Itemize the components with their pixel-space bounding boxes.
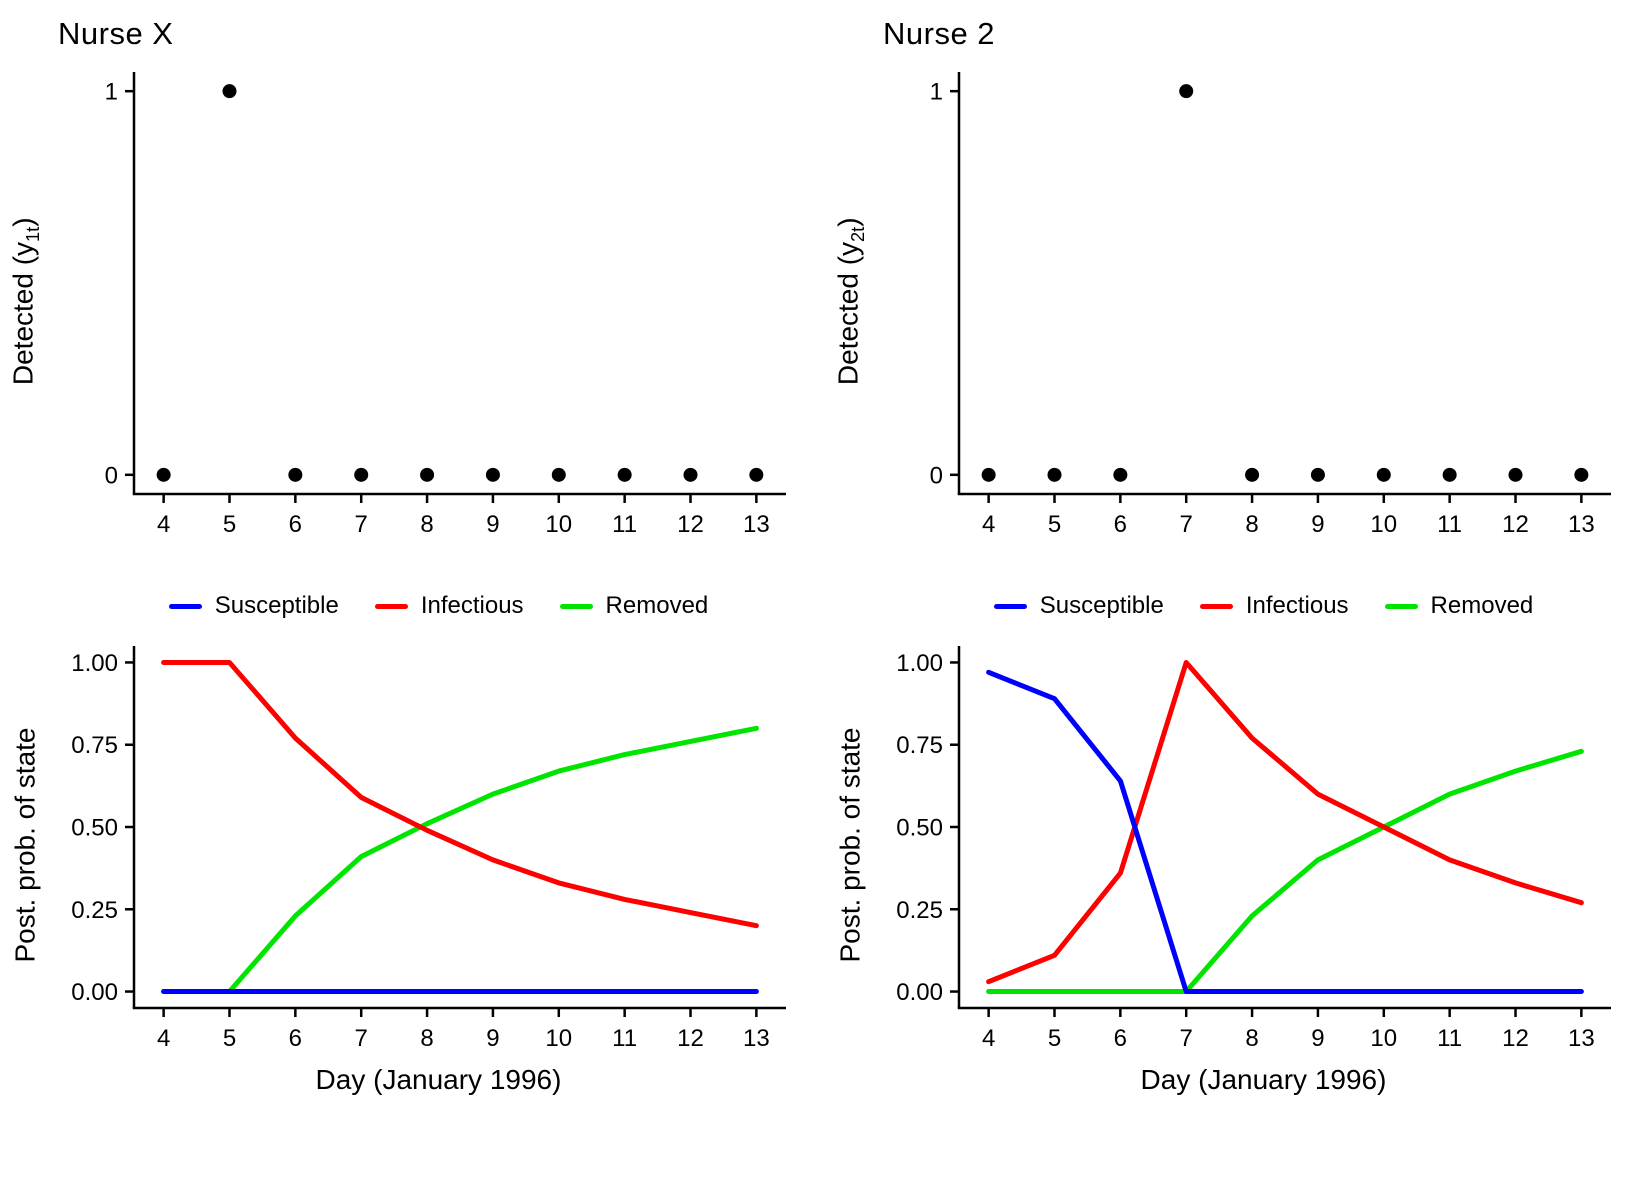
nurse-2-state-panel: Susceptible Infectious Removed Post. pro… [825,546,1650,1096]
nurse-2-column: Nurse 2 Detected (y2t) 4 5 6 7 8 9 10 11 12 13 0 1 … [825,4,1650,1096]
svg-text:0.75: 0.75 [896,732,943,759]
svg-text:9: 9 [486,511,499,538]
svg-text:11: 11 [612,1025,637,1052]
svg-text:6: 6 [289,1025,302,1052]
svg-text:1.00: 1.00 [896,650,943,677]
svg-text:12: 12 [1502,511,1529,538]
legend-label: Susceptible [1039,592,1164,619]
svg-text:4: 4 [982,511,995,538]
svg-text:11: 11 [1437,511,1462,538]
state-probability-line-plot-nurse-x: 4 5 6 7 8 9 10 11 12 13 0.00 0.25 0.50 0.75 1.00 [71,646,786,1052]
svg-text:0.00: 0.00 [71,979,118,1006]
svg-text:13: 13 [743,511,770,538]
svg-text:11: 11 [1437,1025,1462,1052]
svg-text:0: 0 [105,462,118,489]
legend-label: Susceptible [214,592,339,619]
detected-scatter-plot-nurse-x: 4 5 6 7 8 9 10 11 12 13 0 1 [105,72,786,538]
svg-text:0: 0 [930,462,943,489]
svg-text:0.50: 0.50 [896,815,943,842]
panel-title: Nurse X [58,16,174,51]
legend-item-removed: Removed [559,592,709,620]
legend-item-infectious: Infectious [1199,592,1349,620]
svg-text:0.25: 0.25 [71,897,118,924]
plot-row: Post. prob. of state 4 5 6 7 8 9 10 11 12 13 0.00 0… [0,630,825,1060]
svg-text:7: 7 [355,1025,368,1052]
x-axis-label: Day (January 1996) [315,1064,562,1095]
svg-text:5: 5 [223,1025,236,1052]
svg-text:1.00: 1.00 [71,650,118,677]
legend: Susceptible Infectious Removed [52,592,825,620]
nurse-x-column: Nurse X Detected (y1t) 4 5 6 7 8 9 10 11 12 13 0 1 … [0,4,825,1096]
svg-text:0.50: 0.50 [71,815,118,842]
svg-text:10: 10 [545,511,572,538]
svg-text:12: 12 [677,1025,704,1052]
svg-text:8: 8 [1245,1025,1258,1052]
svg-text:7: 7 [1180,511,1193,538]
legend-item-removed: Removed [1384,592,1534,620]
legend-item-susceptible: Susceptible [168,592,339,620]
legend-label: Removed [1430,592,1534,619]
svg-text:1: 1 [930,79,943,106]
y-axis-label: Detected (y1t) [7,217,44,385]
infectious-line-key [374,603,408,609]
removed-line-key [559,603,593,609]
nurse-x-state-panel: Susceptible Infectious Removed Post. pro… [0,546,825,1096]
svg-text:6: 6 [289,511,302,538]
svg-text:0.75: 0.75 [71,732,118,759]
svg-text:9: 9 [1311,1025,1324,1052]
detected-scatter-plot-nurse-2: 4 5 6 7 8 9 10 11 12 13 0 1 [930,72,1611,538]
figure: Nurse X Detected (y1t) 4 5 6 7 8 9 10 11 12 13 0 1 … [0,4,1650,1096]
nurse-x-detected-panel: Nurse X Detected (y1t) 4 5 6 7 8 9 10 11 12 13 0 1 [0,4,825,546]
legend-label: Infectious [1245,592,1349,619]
legend-label: Removed [605,592,709,619]
plot-row: Detected (y2t) 4 5 6 7 8 9 10 11 12 13 0 1 [825,56,1650,546]
susceptible-line-key [993,603,1027,609]
removed-line-key [1384,603,1418,609]
svg-text:5: 5 [223,511,236,538]
legend-label: Infectious [420,592,524,619]
y-axis-label: Post. prob. of state [835,727,866,963]
svg-text:9: 9 [1311,511,1324,538]
svg-text:0.25: 0.25 [896,897,943,924]
svg-text:5: 5 [1048,1025,1061,1052]
svg-text:10: 10 [1370,511,1397,538]
svg-text:10: 10 [1370,1025,1397,1052]
svg-text:12: 12 [1502,1025,1529,1052]
infectious-line-key [1199,603,1233,609]
svg-text:7: 7 [1180,1025,1193,1052]
svg-text:4: 4 [157,511,170,538]
svg-text:1: 1 [105,79,118,106]
svg-text:6: 6 [1114,511,1127,538]
svg-text:13: 13 [1568,511,1595,538]
nurse-2-detected-panel: Nurse 2 Detected (y2t) 4 5 6 7 8 9 10 11 12 13 0 1 [825,4,1650,546]
svg-text:4: 4 [982,1025,995,1052]
svg-text:4: 4 [157,1025,170,1052]
y-axis-label: Detected (y2t) [832,217,869,385]
plot-row: Detected (y1t) 4 5 6 7 8 9 10 11 12 13 0 1 [0,56,825,546]
svg-text:7: 7 [355,511,368,538]
svg-text:0.00: 0.00 [896,979,943,1006]
x-axis-label: Day (January 1996) [1140,1064,1387,1095]
panel-title: Nurse 2 [883,16,996,51]
svg-text:8: 8 [1245,511,1258,538]
y-axis-label: Post. prob. of state [10,727,41,963]
plot-row: Post. prob. of state 4 5 6 7 8 9 10 11 12 13 0.00 0… [825,630,1650,1060]
legend-item-infectious: Infectious [374,592,524,620]
susceptible-line-key [168,603,202,609]
svg-text:6: 6 [1114,1025,1127,1052]
state-probability-line-plot-nurse-2: 4 5 6 7 8 9 10 11 12 13 0.00 0.25 0.50 0.75 1.00 [896,646,1611,1052]
svg-text:10: 10 [545,1025,572,1052]
svg-text:11: 11 [612,511,637,538]
svg-text:8: 8 [420,1025,433,1052]
svg-text:13: 13 [1568,1025,1595,1052]
svg-text:9: 9 [486,1025,499,1052]
svg-text:12: 12 [677,511,704,538]
svg-text:8: 8 [420,511,433,538]
legend: Susceptible Infectious Removed [877,592,1650,620]
svg-text:13: 13 [743,1025,770,1052]
legend-item-susceptible: Susceptible [993,592,1164,620]
svg-text:5: 5 [1048,511,1061,538]
